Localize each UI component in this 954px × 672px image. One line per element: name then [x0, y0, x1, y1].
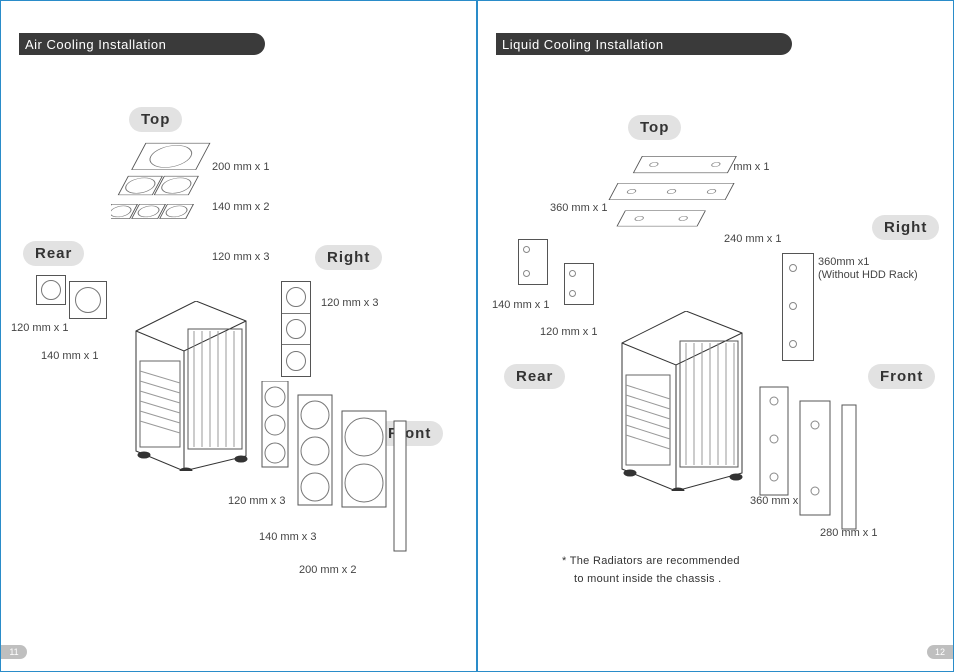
page-number-right: 12	[927, 645, 953, 659]
label-top: Top	[628, 115, 681, 140]
footnote-line1: * The Radiators are recommended	[562, 553, 740, 571]
dim-right-360b: (Without HDD Rack)	[818, 269, 918, 281]
top-rad-stack	[598, 153, 748, 283]
right-rad-360	[782, 253, 814, 361]
title-text: Air Cooling Installation	[25, 37, 166, 52]
label-top: Top	[129, 107, 182, 132]
label-rear: Rear	[504, 364, 565, 389]
top-fan-stack	[111, 141, 211, 261]
rear-fan-120	[36, 275, 66, 305]
right-fan-strip	[281, 281, 311, 377]
dim-top-120: 120 mm x 3	[212, 251, 269, 263]
page-liquid-cooling: Liquid Cooling Installation Top Rear Rig…	[477, 0, 954, 672]
section-title-liquid: Liquid Cooling Installation	[496, 33, 792, 55]
dim-rear-140: 140 mm x 1	[492, 299, 549, 311]
rear-rad-120	[564, 263, 594, 305]
dim-right-120: 120 mm x 3	[321, 297, 378, 309]
footnote-line2: to mount inside the chassis .	[574, 571, 722, 589]
case-iso-air	[126, 301, 256, 471]
page-air-cooling: Air Cooling Installation Top Rear Right …	[0, 0, 477, 672]
front-fan-cascade	[256, 381, 416, 571]
dim-top-200: 200 mm x 1	[212, 161, 269, 173]
label-rear: Rear	[23, 241, 84, 266]
dim-rear-140: 140 mm x 1	[41, 350, 98, 362]
dim-top-140: 140 mm x 2	[212, 201, 269, 213]
label-right: Right	[872, 215, 939, 240]
dim-rear-120: 120 mm x 1	[11, 322, 68, 334]
case-iso-liquid	[612, 311, 752, 491]
rear-rad-140	[518, 239, 548, 285]
title-text: Liquid Cooling Installation	[502, 37, 664, 52]
page-number-left: 11	[1, 645, 27, 659]
front-rad-group	[756, 381, 916, 541]
dim-right-360a: 360mm x1	[818, 256, 869, 268]
label-right: Right	[315, 245, 382, 270]
rear-fan-140	[69, 281, 107, 319]
section-title-air: Air Cooling Installation	[19, 33, 265, 55]
dim-rear-120: 120 mm x 1	[540, 326, 597, 338]
